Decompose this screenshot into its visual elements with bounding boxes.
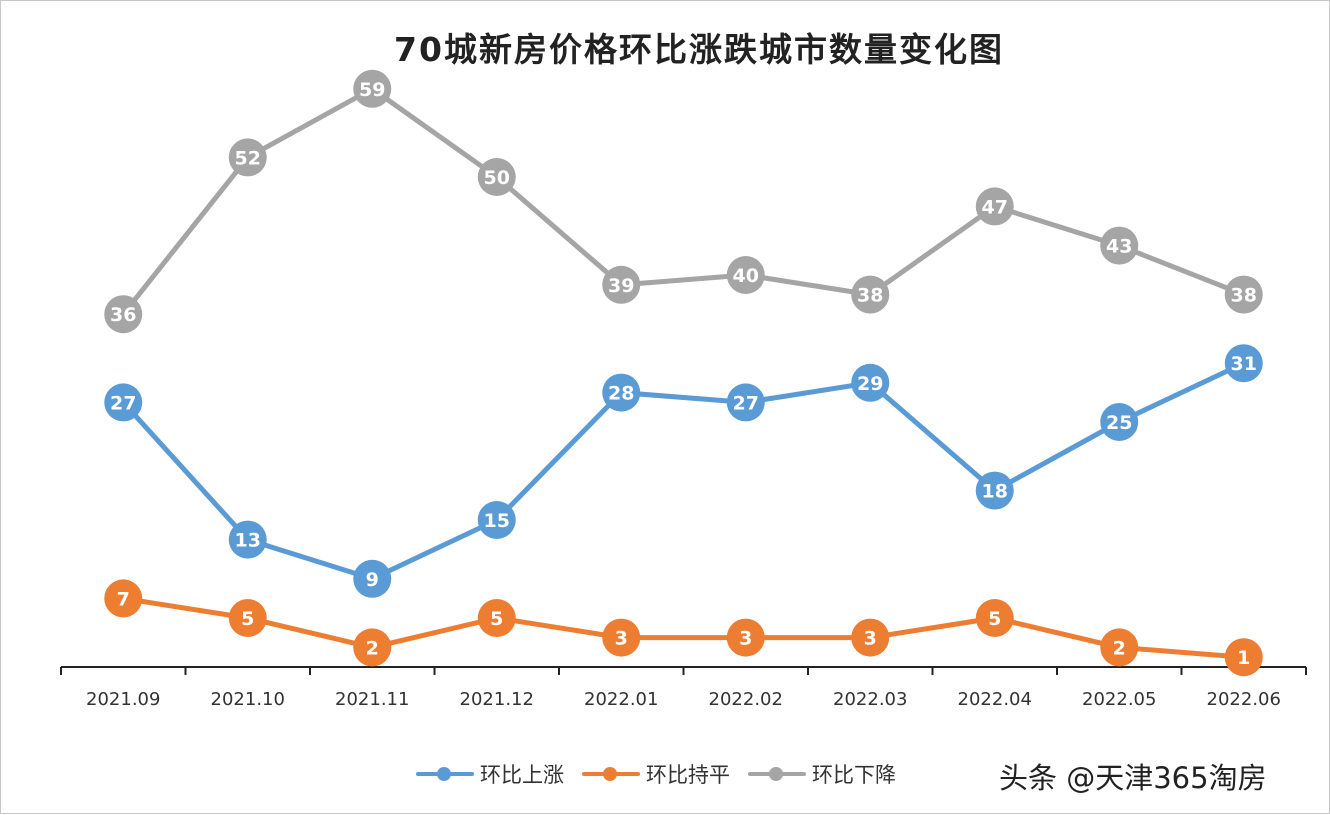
legend-item-rise: 环比上涨 <box>416 759 564 789</box>
x-tick-label: 2021.11 <box>335 689 409 710</box>
data-label: 5 <box>490 608 503 630</box>
data-point <box>1224 344 1263 383</box>
data-point <box>602 618 641 657</box>
legend-swatch-fall <box>748 766 806 782</box>
data-point <box>477 599 516 637</box>
data-point <box>726 383 765 422</box>
data-label: 38 <box>1231 285 1257 307</box>
data-point <box>1224 275 1263 314</box>
data-point <box>477 501 516 539</box>
data-label: 3 <box>615 628 628 650</box>
x-tick-label: 2021.12 <box>460 689 534 710</box>
data-label: 2 <box>366 637 379 659</box>
data-label: 25 <box>1106 412 1132 434</box>
data-label: 29 <box>857 373 883 395</box>
series-line-0 <box>120 360 1247 582</box>
data-label: 36 <box>110 304 136 326</box>
data-point <box>104 295 143 334</box>
data-label: 1 <box>1237 647 1250 669</box>
data-label: 3 <box>739 628 752 650</box>
data-label: 38 <box>857 285 883 307</box>
data-label: 3 <box>864 628 877 650</box>
data-point <box>602 373 641 412</box>
legend-item-fall: 环比下降 <box>748 759 896 789</box>
x-tick-label: 2022.06 <box>1207 689 1281 710</box>
data-point <box>1100 403 1139 441</box>
series-line-1 <box>120 595 1247 660</box>
data-point <box>104 579 143 618</box>
data-point <box>851 618 890 657</box>
data-label: 27 <box>733 392 759 414</box>
data-label: 52 <box>235 147 261 169</box>
data-label: 15 <box>484 510 510 532</box>
data-label: 18 <box>982 481 1008 503</box>
data-point <box>1224 638 1263 677</box>
data-point <box>228 599 267 637</box>
legend-swatch-rise <box>416 766 474 782</box>
legend-swatch-flat <box>582 766 640 782</box>
data-point <box>851 363 890 402</box>
data-label: 43 <box>1106 236 1132 258</box>
data-label: 40 <box>733 265 759 287</box>
data-label: 50 <box>484 167 510 189</box>
data-point <box>726 618 765 657</box>
legend-label-flat: 环比持平 <box>646 763 730 787</box>
x-tick-label: 2021.10 <box>211 689 285 710</box>
data-label: 5 <box>988 608 1001 630</box>
x-tick-label: 2022.04 <box>958 689 1032 710</box>
data-point <box>477 158 516 196</box>
data-point <box>851 275 890 314</box>
data-label: 9 <box>366 569 379 591</box>
chart-title: 70城新房价格环比涨跌城市数量变化图 <box>394 30 1004 69</box>
data-point <box>975 599 1014 637</box>
chart-legend: 环比上涨 环比持平 环比下降 <box>416 759 896 789</box>
data-label: 27 <box>110 392 136 414</box>
data-point <box>975 471 1014 510</box>
data-label: 2 <box>1113 637 1126 659</box>
data-label: 31 <box>1231 353 1257 375</box>
data-label: 47 <box>982 196 1008 218</box>
series-line-2 <box>120 86 1247 317</box>
data-label: 5 <box>241 608 254 630</box>
data-point <box>353 559 392 598</box>
data-label: 59 <box>359 79 385 101</box>
data-point <box>353 69 392 108</box>
legend-label-fall: 环比下降 <box>812 763 896 787</box>
data-point <box>228 138 267 177</box>
x-tick-label: 2022.05 <box>1082 689 1156 710</box>
watermark: 头条 @天津365淘房 <box>999 761 1267 795</box>
data-point <box>353 628 392 667</box>
legend-label-rise: 环比上涨 <box>480 763 564 787</box>
data-point <box>228 520 267 559</box>
data-point <box>602 265 641 304</box>
legend-item-flat: 环比持平 <box>582 759 730 789</box>
x-tick-label: 2022.03 <box>833 689 907 710</box>
data-point <box>1100 226 1139 265</box>
data-label: 13 <box>235 530 261 552</box>
x-tick-label: 2022.02 <box>709 689 783 710</box>
data-label: 7 <box>117 588 130 610</box>
x-tick-label: 2022.01 <box>584 689 658 710</box>
data-point <box>104 383 143 422</box>
data-point <box>1100 628 1139 667</box>
data-point <box>726 256 765 294</box>
x-tick-label: 2021.09 <box>86 689 160 710</box>
data-point <box>975 187 1014 226</box>
data-label: 28 <box>608 383 634 405</box>
data-label: 39 <box>608 275 634 297</box>
